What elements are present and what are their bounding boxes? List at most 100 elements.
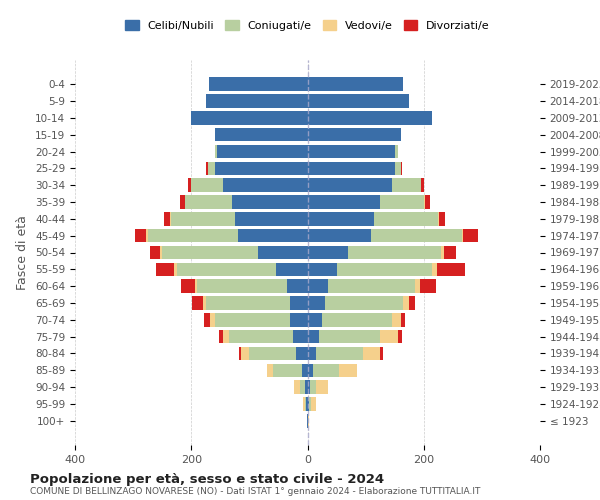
Bar xyxy=(208,162,215,175)
Bar xyxy=(439,212,445,226)
Bar xyxy=(308,414,309,428)
Bar xyxy=(215,145,217,158)
Text: Popolazione per età, sesso e stato civile - 2024: Popolazione per età, sesso e stato civil… xyxy=(30,472,384,486)
Bar xyxy=(223,330,229,344)
Bar xyxy=(308,346,316,360)
Bar xyxy=(310,380,316,394)
Bar xyxy=(374,212,438,226)
Bar xyxy=(293,330,308,344)
Bar xyxy=(232,196,308,209)
Bar xyxy=(181,280,196,293)
Bar xyxy=(313,364,340,377)
Bar xyxy=(258,246,308,259)
Bar xyxy=(316,346,363,360)
Bar xyxy=(275,262,308,276)
Bar xyxy=(308,162,395,175)
Bar xyxy=(250,346,296,360)
Bar xyxy=(238,229,308,242)
Bar xyxy=(180,196,185,209)
Bar xyxy=(308,246,348,259)
Bar xyxy=(239,346,241,360)
Bar xyxy=(272,364,302,377)
Bar xyxy=(150,246,160,259)
Bar xyxy=(421,178,424,192)
Bar xyxy=(328,280,415,293)
Bar xyxy=(210,313,215,326)
Bar xyxy=(309,397,311,410)
Bar xyxy=(171,212,235,226)
Bar xyxy=(395,162,401,175)
Bar xyxy=(215,128,308,141)
Bar xyxy=(308,78,403,91)
Bar xyxy=(294,380,300,394)
Bar xyxy=(206,94,308,108)
Bar xyxy=(302,364,308,377)
Bar xyxy=(296,346,308,360)
Bar xyxy=(193,296,203,310)
Bar xyxy=(229,330,293,344)
Bar xyxy=(433,262,437,276)
Bar xyxy=(135,229,146,242)
Bar xyxy=(308,128,401,141)
Bar xyxy=(191,178,223,192)
Bar xyxy=(322,313,392,326)
Bar xyxy=(348,246,441,259)
Bar xyxy=(177,262,275,276)
Bar xyxy=(340,364,357,377)
Bar xyxy=(308,397,309,410)
Bar xyxy=(308,196,380,209)
Bar xyxy=(444,246,456,259)
Bar xyxy=(308,380,310,394)
Bar xyxy=(311,397,316,410)
Bar xyxy=(308,330,319,344)
Bar xyxy=(191,111,308,124)
Bar xyxy=(308,212,374,226)
Bar xyxy=(290,313,308,326)
Y-axis label: Fasce di età: Fasce di età xyxy=(16,215,29,290)
Bar xyxy=(148,229,238,242)
Bar xyxy=(188,178,191,192)
Bar xyxy=(300,380,305,394)
Bar xyxy=(197,280,287,293)
Bar xyxy=(337,262,433,276)
Bar xyxy=(441,246,444,259)
Bar xyxy=(305,397,307,410)
Bar xyxy=(308,145,395,158)
Bar xyxy=(392,313,401,326)
Bar xyxy=(380,346,383,360)
Text: COMUNE DI BELLINZAGO NOVARESE (NO) - Dati ISTAT 1° gennaio 2024 - Elaborazione T: COMUNE DI BELLINZAGO NOVARESE (NO) - Dat… xyxy=(30,488,481,496)
Bar xyxy=(403,296,409,310)
Bar xyxy=(308,296,325,310)
Bar xyxy=(304,397,305,410)
Bar xyxy=(308,364,313,377)
Bar xyxy=(290,296,308,310)
Bar xyxy=(160,246,162,259)
Bar xyxy=(438,212,439,226)
Bar xyxy=(185,196,232,209)
Bar xyxy=(209,78,308,91)
Bar xyxy=(215,313,290,326)
Bar xyxy=(401,313,405,326)
Bar xyxy=(146,229,148,242)
Bar xyxy=(380,196,424,209)
Bar xyxy=(203,296,206,310)
Bar xyxy=(174,262,177,276)
Bar xyxy=(308,94,409,108)
Bar xyxy=(425,196,430,209)
Bar xyxy=(424,196,425,209)
Bar xyxy=(308,313,322,326)
Bar xyxy=(215,162,308,175)
Bar xyxy=(392,178,421,192)
Bar xyxy=(308,229,371,242)
Bar xyxy=(287,280,308,293)
Bar xyxy=(162,246,258,259)
Legend: Celibi/Nubili, Coniugati/e, Vedovi/e, Divorziati/e: Celibi/Nubili, Coniugati/e, Vedovi/e, Di… xyxy=(121,16,494,35)
Bar xyxy=(218,330,223,344)
Bar xyxy=(196,280,197,293)
Bar xyxy=(316,380,328,394)
Bar xyxy=(409,296,415,310)
Bar xyxy=(437,262,465,276)
Bar xyxy=(307,397,308,410)
Bar xyxy=(235,212,308,226)
Bar xyxy=(415,280,419,293)
